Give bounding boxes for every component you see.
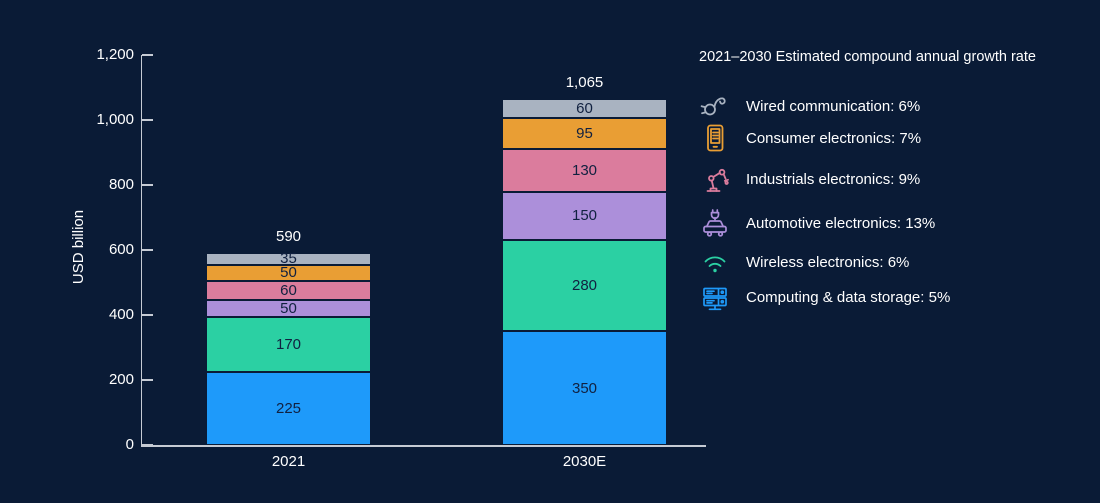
bar-segment: 35 [206,250,371,268]
segment-value-label: 95 [576,125,593,143]
y-tick [142,184,153,186]
legend-item-label: Computing & data storage: 5% [746,288,951,306]
legend-item: Wired communication: 6% [699,89,920,123]
segment-value-label: 150 [571,207,598,225]
legend-item: Industrials electronics: 9% [699,162,920,196]
bar-segment: 50 [206,300,371,317]
y-tick [142,249,153,251]
segment-value-label: 35 [280,250,297,268]
legend-item-label: Industrials electronics: 9% [746,170,921,188]
legend-item-label: Wired communication: 6% [746,97,921,115]
legend-title: 2021–2030 Estimated compound annual grow… [699,49,1036,65]
segment-value-label: 60 [576,100,593,118]
y-tick [142,119,153,121]
y-axis-line [140,55,142,445]
segment-value-label: 50 [280,264,297,282]
bar-segment: 95 [502,118,667,150]
robot-arm-icon [699,163,731,195]
y-tick-label: 800 [108,176,134,193]
segment-value-label: 280 [571,277,598,295]
legend-item-label: Automotive electronics: 13% [746,214,936,232]
bar-segment: 225 [206,371,371,445]
y-tick-label: 0 [125,436,134,453]
y-tick [142,54,153,56]
bar-total-label: 1,065 [565,73,604,91]
y-tick-label: 400 [108,306,134,323]
bar-segment: 280 [502,240,667,332]
plug-icon [699,90,731,122]
x-axis-line [140,445,706,447]
bar-segment: 130 [502,149,667,192]
bar-segment: 50 [206,264,371,282]
segment-value-label: 350 [571,379,598,397]
wifi-icon [699,246,731,278]
car-icon [699,207,731,239]
legend-item: Computing & data storage: 5% [699,280,950,314]
y-tick-label: 1,000 [96,111,134,128]
legend-item-label: Wireless electronics: 6% [746,253,910,271]
y-tick-label: 1,200 [96,46,134,63]
x-axis-label: 2021 [271,453,306,470]
y-tick [142,444,153,446]
legend-item: Wireless electronics: 6% [699,245,909,279]
y-tick [142,314,153,316]
x-axis-label: 2030E [562,453,607,470]
server-icon [699,281,731,313]
bar-segment: 170 [206,316,371,372]
bar-segment: 150 [502,191,667,241]
tablet-icon [699,122,731,154]
segment-value-label: 60 [280,282,297,300]
legend-item: Automotive electronics: 13% [699,206,935,240]
legend-item-label: Consumer electronics: 7% [746,129,922,147]
segment-value-label: 225 [275,399,302,417]
bar-segment: 60 [502,98,667,119]
segment-value-label: 170 [275,335,302,353]
segment-value-label: 50 [280,300,297,317]
bar-segment: 350 [502,331,667,445]
bar-segment: 60 [206,280,371,301]
y-tick-label: 200 [108,371,134,388]
legend-item: Consumer electronics: 7% [699,121,921,155]
bar-total-label: 590 [275,228,302,246]
y-tick [142,379,153,381]
y-tick-label: 600 [108,241,134,258]
segment-value-label: 130 [571,161,598,179]
